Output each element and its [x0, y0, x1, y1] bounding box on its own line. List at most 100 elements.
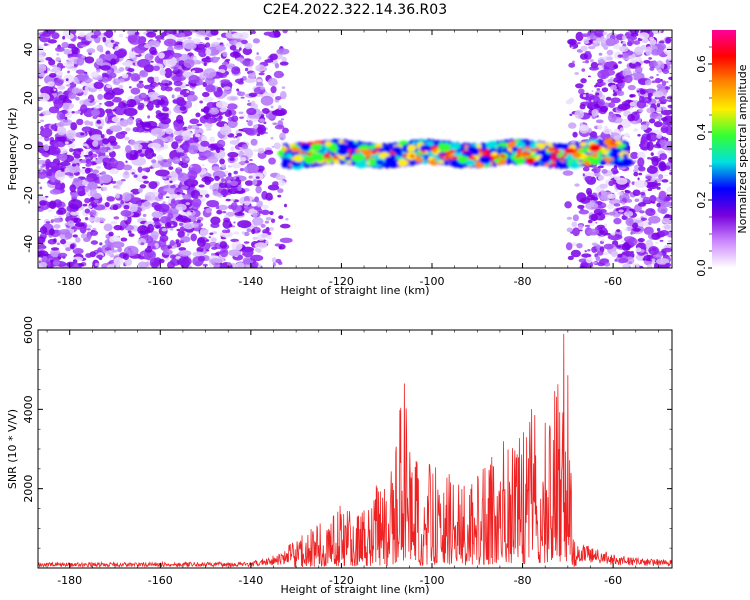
noise-blob — [165, 216, 172, 223]
noise-blob — [209, 136, 216, 143]
noise-blob — [662, 247, 672, 253]
noise-blob — [261, 233, 269, 238]
noise-blob — [96, 174, 100, 178]
noise-blob — [646, 141, 654, 151]
noise-blob — [128, 34, 142, 45]
noise-blob — [184, 42, 197, 50]
noise-blob — [124, 258, 133, 267]
noise-blob — [229, 44, 237, 51]
noise-blob — [143, 201, 151, 207]
noise-blob — [650, 152, 654, 157]
noise-blob — [646, 98, 649, 101]
noise-blob — [203, 62, 207, 67]
noise-blob — [39, 261, 48, 268]
noise-blob — [655, 106, 662, 112]
noise-blob — [169, 227, 174, 231]
x-tick-label: -180 — [57, 275, 82, 288]
noise-blob — [662, 122, 667, 127]
noise-blob — [220, 79, 231, 84]
noise-blob — [177, 167, 182, 170]
noise-blob — [99, 180, 105, 184]
noise-blob — [242, 47, 253, 56]
noise-blob — [614, 258, 618, 262]
noise-blob — [622, 41, 626, 44]
noise-blob — [668, 239, 672, 243]
noise-blob — [244, 263, 252, 268]
noise-blob — [602, 31, 608, 36]
noise-blob — [67, 70, 70, 74]
noise-blob — [85, 32, 96, 42]
noise-blob — [107, 107, 110, 110]
noise-blob — [644, 79, 652, 86]
noise-blob — [105, 30, 114, 39]
noise-blob — [40, 243, 45, 246]
noise-blob — [91, 108, 95, 111]
noise-blob — [165, 196, 170, 198]
noise-blob — [170, 200, 177, 209]
noise-blob — [82, 180, 89, 186]
noise-blob — [55, 57, 61, 62]
noise-blob — [203, 106, 210, 114]
signal-blob — [362, 149, 373, 157]
noise-blob — [87, 235, 92, 240]
noise-blob — [113, 257, 124, 266]
noise-blob — [110, 36, 114, 41]
noise-blob — [185, 202, 190, 205]
noise-blob — [591, 99, 594, 103]
signal-blob — [310, 143, 322, 152]
noise-blob — [623, 74, 633, 84]
noise-blob — [72, 234, 78, 238]
noise-blob — [640, 136, 648, 143]
spectrogram-noise-layer — [38, 30, 672, 268]
noise-blob — [243, 165, 256, 174]
noise-blob — [613, 214, 620, 218]
noise-blob — [215, 45, 227, 51]
y-tick-label: 0 — [22, 143, 35, 150]
signal-blob — [479, 155, 492, 164]
noise-blob — [611, 232, 616, 236]
noise-blob — [589, 66, 599, 71]
noise-blob — [626, 198, 633, 203]
noise-blob — [623, 236, 636, 243]
signal-cell — [511, 138, 514, 164]
noise-blob — [69, 184, 76, 193]
noise-blob — [50, 247, 60, 251]
noise-blob — [605, 96, 612, 101]
noise-blob — [56, 53, 60, 56]
noise-blob — [632, 228, 641, 232]
noise-blob — [160, 34, 165, 39]
noise-blob — [656, 134, 662, 139]
noise-blob — [648, 36, 655, 41]
noise-blob — [70, 244, 74, 249]
noise-blob — [244, 67, 249, 72]
noise-blob — [633, 40, 641, 45]
noise-blob — [90, 71, 99, 78]
signal-hotspot — [371, 150, 377, 154]
noise-blob — [179, 105, 187, 111]
noise-blob — [668, 76, 672, 81]
noise-blob — [147, 115, 151, 119]
noise-blob — [582, 61, 586, 63]
noise-blob — [128, 86, 132, 89]
noise-blob — [645, 121, 650, 127]
noise-blob — [651, 157, 659, 167]
signal-blob — [427, 141, 434, 146]
noise-blob — [597, 69, 610, 80]
noise-blob — [185, 157, 190, 161]
noise-blob — [231, 115, 239, 122]
noise-blob — [280, 118, 285, 121]
noise-blob — [54, 169, 66, 181]
noise-blob — [105, 250, 114, 256]
noise-blob — [62, 119, 69, 123]
noise-blob — [109, 167, 112, 170]
signal-hotspot — [531, 148, 536, 152]
noise-blob — [177, 230, 185, 238]
noise-blob — [616, 79, 624, 84]
noise-blob — [169, 239, 175, 247]
noise-blob — [82, 166, 86, 169]
noise-blob — [273, 30, 281, 38]
noise-blob — [53, 238, 57, 243]
noise-blob — [220, 236, 227, 240]
noise-blob — [255, 55, 262, 61]
noise-blob — [93, 81, 104, 89]
